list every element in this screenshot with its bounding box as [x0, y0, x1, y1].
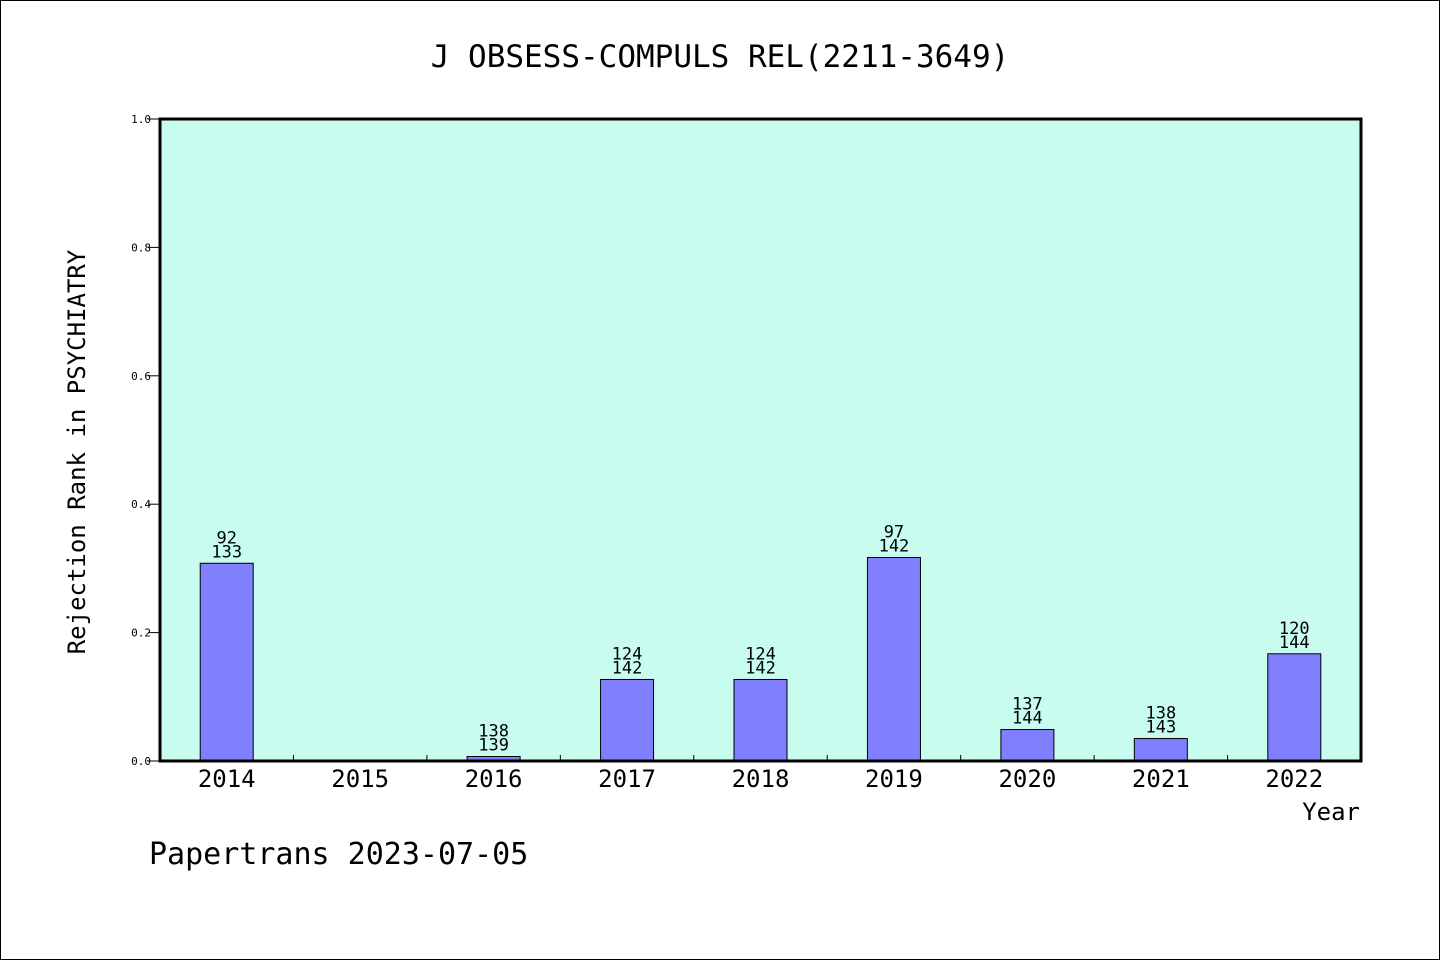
y-axis-label: Rejection Rank in PSYCHIATRY — [63, 249, 91, 654]
bar-2014 — [199, 562, 254, 762]
bar-label-bottom: 142 — [879, 536, 910, 556]
bar-label-bottom: 142 — [612, 658, 643, 678]
bar-label-top: 92 — [216, 528, 236, 548]
bar-2019 — [866, 556, 921, 762]
x-tick-label: 2018 — [732, 765, 790, 793]
bar-label-bottom: 133 — [211, 542, 242, 562]
bar-label-top: 124 — [612, 644, 643, 664]
x-axis-label: Year — [1302, 798, 1360, 826]
x-tick-label: 2022 — [1265, 765, 1323, 793]
y-tick-label: 0.8 — [131, 241, 151, 254]
bar-2017 — [600, 678, 655, 762]
bar-label-bottom: 144 — [1279, 633, 1310, 653]
bar-2018 — [733, 678, 788, 762]
x-axis: 2014 2015 2016 2017 2018 2019 2020 2021 2022 — [198, 755, 1323, 793]
bar-label-bottom: 139 — [478, 736, 509, 756]
bar-label-top: 120 — [1279, 619, 1310, 639]
x-tick-label: 2014 — [198, 765, 256, 793]
plot-border — [158, 117, 1363, 763]
bar-2022 — [1267, 653, 1322, 762]
x-tick-label: 2017 — [598, 765, 656, 793]
bar-label-bottom: 144 — [1012, 709, 1043, 729]
chart-title: J OBSESS-COMPULS REL(2211-3649) — [431, 39, 1010, 75]
bar-label-top: 97 — [884, 522, 904, 542]
x-tick-label: 2015 — [331, 765, 389, 793]
y-tick-label: 0.0 — [131, 755, 151, 768]
bar-label-top: 124 — [745, 644, 776, 664]
bar-2020 — [1000, 729, 1055, 762]
x-tick-label: 2016 — [465, 765, 523, 793]
bar-label-bottom: 142 — [745, 658, 776, 678]
bar-2021 — [1133, 738, 1188, 762]
bar-label-top: 138 — [1145, 704, 1176, 724]
y-tick-label: 0.2 — [131, 627, 151, 640]
x-tick-label: 2019 — [865, 765, 923, 793]
bar-label-top: 138 — [478, 722, 509, 742]
plot-area — [160, 119, 1361, 761]
bar-label-top: 137 — [1012, 695, 1043, 715]
x-tick-label: 2021 — [1132, 765, 1190, 793]
y-tick-label: 1.0 — [131, 113, 151, 126]
y-axis: 0.0 0.2 0.4 0.6 0.8 1.0 — [131, 113, 160, 768]
bar-label-bottom: 143 — [1145, 718, 1176, 738]
y-tick-label: 0.4 — [131, 498, 151, 511]
y-tick-label: 0.6 — [131, 370, 151, 383]
x-tick-label: 2020 — [998, 765, 1056, 793]
footer-credit: Papertrans 2023-07-05 — [149, 837, 528, 872]
